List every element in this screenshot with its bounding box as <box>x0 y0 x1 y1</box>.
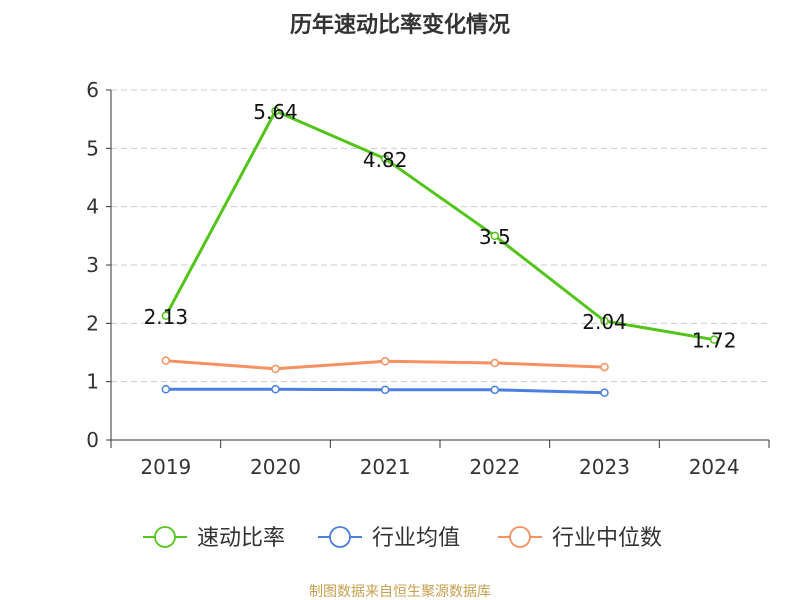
x-tick-label: 2024 <box>689 455 740 479</box>
data-point <box>600 316 609 326</box>
y-tick-label: 4 <box>86 195 99 219</box>
data-point <box>490 385 500 395</box>
data-point <box>490 358 500 368</box>
y-tick-label: 6 <box>86 78 99 102</box>
data-label: 5.64 <box>253 100 298 124</box>
data-point <box>600 362 609 372</box>
data-point <box>380 385 390 395</box>
legend-label: 行业中位数 <box>552 526 662 551</box>
data-point <box>271 385 280 394</box>
legend-label: 速动比率 <box>197 526 285 551</box>
data-label: 1.72 <box>692 329 737 353</box>
x-tick-label: 2021 <box>360 455 411 479</box>
x-tick-label: 2022 <box>469 455 520 479</box>
data-point <box>490 231 500 241</box>
data-point <box>380 154 390 164</box>
data-label: 2.04 <box>582 310 627 334</box>
legend-marker-icon <box>154 526 176 548</box>
y-tick-label: 0 <box>86 428 99 452</box>
x-tick-label: 2023 <box>579 455 630 479</box>
x-tick-label: 2020 <box>250 455 301 479</box>
data-point <box>161 385 171 394</box>
data-point <box>380 357 390 366</box>
data-label: 2.13 <box>144 305 189 329</box>
data-point <box>161 356 171 365</box>
data-point <box>600 388 609 397</box>
y-tick-label: 1 <box>86 370 99 394</box>
axes: 0 1 2 3 4 5 6 2019 2020 2021 2022 2023 2024 <box>86 78 770 479</box>
y-tick-label: 3 <box>86 253 99 277</box>
series-group: 2.13 5.64 4.82 3.5 2.04 1.72 <box>144 100 737 397</box>
series-line <box>164 109 715 342</box>
chart-title: 历年速动比率变化情况 <box>290 12 510 38</box>
legend-marker-icon <box>509 526 531 548</box>
legend-marker-icon <box>329 526 351 548</box>
data-point <box>709 335 719 344</box>
x-tick-label: 2019 <box>140 455 191 479</box>
data-label: 4.82 <box>363 148 408 172</box>
data-point <box>161 311 171 320</box>
data-point <box>271 364 280 374</box>
source-note: 制图数据来自恒生聚源数据库 <box>309 584 491 600</box>
legend-label: 行业均值 <box>372 526 460 551</box>
data-point <box>271 106 280 116</box>
y-tick-label: 2 <box>86 311 99 335</box>
data-label: 3.5 <box>479 225 511 249</box>
legend: 速动比率 行业均值 行业中位数 <box>143 526 662 551</box>
y-tick-label: 5 <box>86 136 99 160</box>
